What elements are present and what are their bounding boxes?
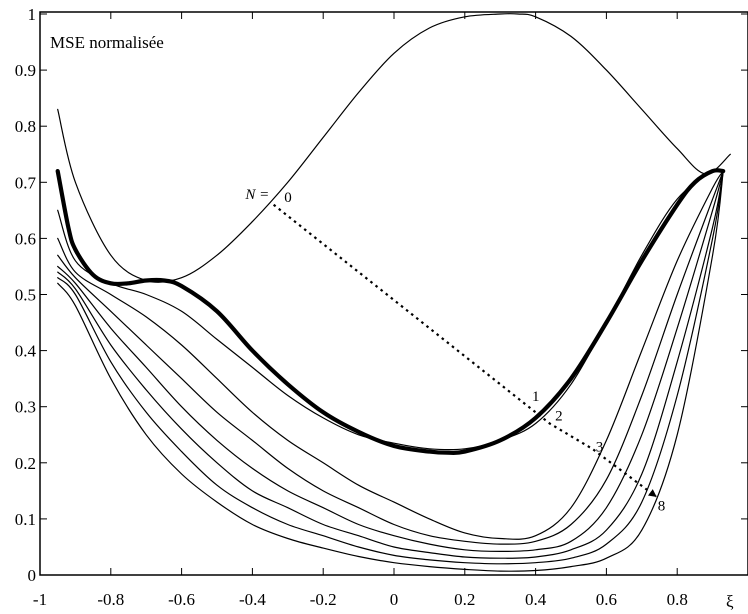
y-tick-label: 0.7 [15, 173, 37, 192]
mse-curve-n4 [57, 170, 724, 545]
n-trend [272, 203, 657, 498]
y-tick-label: 0.2 [15, 454, 36, 473]
plot-frame [39, 11, 748, 576]
curve-labels: 0 12 3 8 [284, 190, 665, 515]
x-tick-label: -0.6 [168, 590, 195, 609]
x-tick-label: 0.2 [454, 590, 475, 609]
x-tick-label: -0.8 [97, 590, 124, 609]
y-tick-label: 0.5 [15, 286, 36, 305]
x-tick-label: 0.8 [667, 590, 688, 609]
chart-title: MSE normalisée [50, 33, 164, 52]
curve-label-n2: 2 [555, 409, 563, 425]
y-tick-label: 0.1 [15, 510, 36, 529]
mse-curve-n1 [55, 168, 726, 455]
x-tick-label: -0.4 [239, 590, 266, 609]
y-tick-label: 0.3 [15, 398, 36, 417]
y-tick-label: 0 [28, 566, 37, 585]
x-tick-label: 0 [390, 590, 399, 609]
curve-label-n8: 8 [658, 498, 666, 514]
axis-ticks: -1 -0.8 -0.6 -0.4 -0.2 0 0.2 0.4 0.6 0.8 0 0.1 0.2 0.… [15, 5, 748, 609]
y-tick-label: 0.9 [15, 61, 36, 80]
mse-curve-n5 [57, 170, 724, 552]
mse-curve-n0 [57, 13, 731, 283]
curve-label-n3: 3 [596, 440, 604, 456]
mse-curves [55, 13, 731, 572]
y-tick-label: 0.8 [15, 117, 36, 136]
y-tick-label: 0.6 [15, 229, 36, 248]
mse-curve-n7 [57, 170, 724, 565]
x-tick-label: -0.2 [310, 590, 337, 609]
curve-label-n1: 1 [532, 389, 540, 405]
x-tick-label: 0.6 [596, 590, 617, 609]
y-tick-label: 1 [28, 5, 37, 24]
mse-curve-n6 [57, 170, 724, 559]
mse-curve-n8 [57, 170, 724, 572]
x-tick-label: 0.4 [525, 590, 547, 609]
n-prefix-label: N = [244, 187, 269, 203]
curve-label-n0: 0 [284, 190, 292, 206]
mse-curve-n3 [57, 170, 724, 540]
y-tick-label: 0.4 [15, 342, 37, 361]
x-tick-label: -1 [33, 590, 47, 609]
n-trend-arrow [272, 203, 657, 498]
mse-curve-n2 [57, 168, 724, 451]
x-axis-label: ξ [726, 592, 734, 611]
